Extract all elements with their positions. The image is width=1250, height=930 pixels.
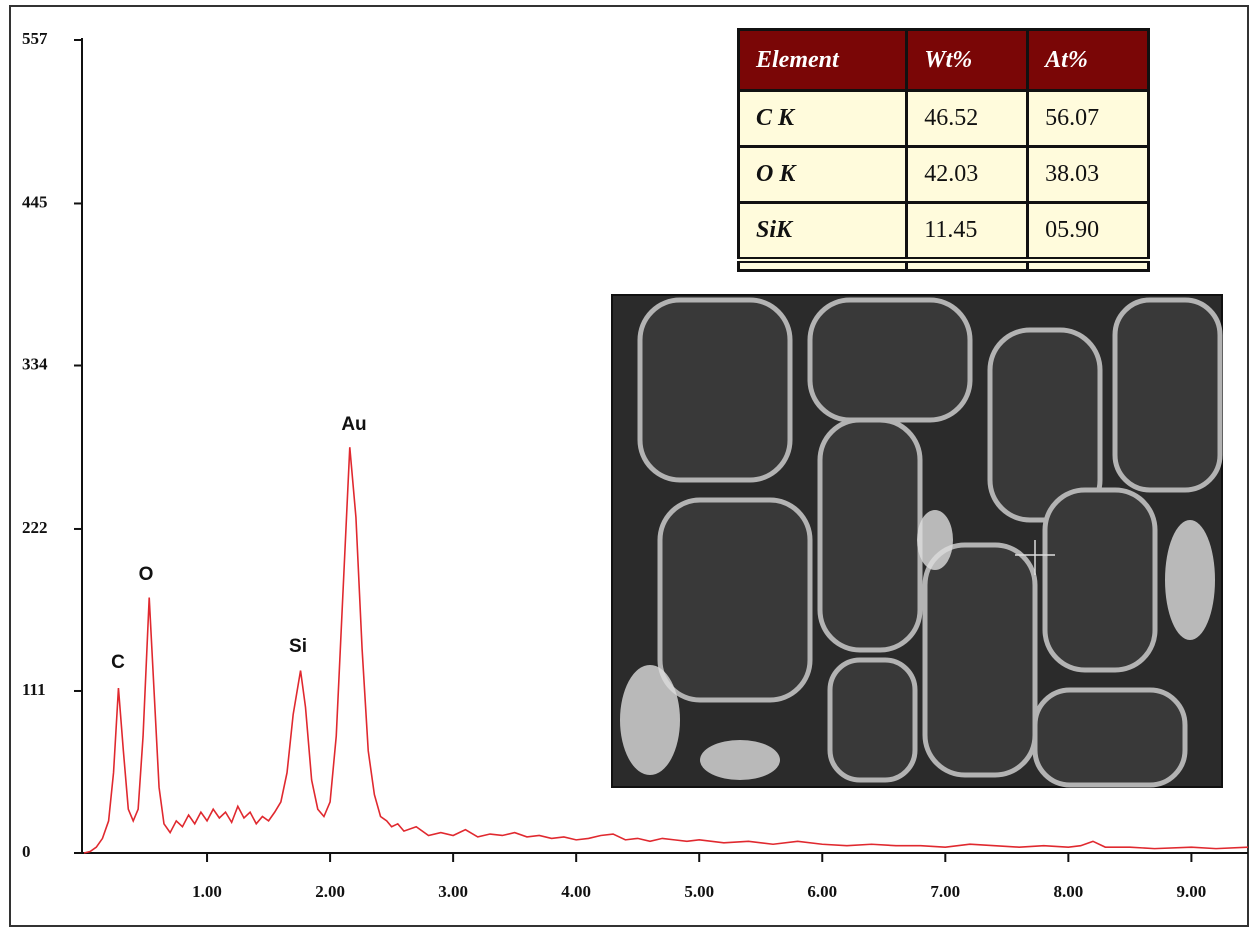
- x-tick-label: 7.00: [930, 882, 960, 901]
- wt-cell: 46.52: [905, 89, 1030, 148]
- y-tick-label: 0: [22, 842, 31, 861]
- frame: [9, 5, 1249, 927]
- x-tick-label: 1.00: [192, 882, 222, 901]
- element-cell: C K: [736, 89, 909, 148]
- peak-label: C: [111, 652, 125, 673]
- table-header: Element Wt% At%: [736, 28, 1150, 92]
- table-row: SiK 11.45 05.90: [736, 201, 1150, 262]
- header-cell: Element: [736, 28, 909, 92]
- peak-label: Si: [289, 636, 307, 657]
- x-tick-label: 8.00: [1053, 882, 1083, 901]
- table-row: C K 46.52 56.07: [736, 89, 1150, 148]
- y-tick-label: 557: [22, 29, 48, 48]
- x-tick-label: 9.00: [1177, 882, 1207, 901]
- at-cell: 56.07: [1026, 89, 1150, 148]
- x-tick-label: 3.00: [438, 882, 468, 901]
- spectrum-line: [83, 447, 1249, 854]
- element-cell: O K: [736, 145, 909, 204]
- x-tick-label: 2.00: [315, 882, 345, 901]
- y-tick-label: 111: [22, 680, 46, 699]
- header-cell: Wt%: [905, 28, 1030, 92]
- wt-cell: 11.45: [905, 201, 1030, 262]
- sem-image: [611, 294, 1223, 788]
- table-row: O K 42.03 38.03: [736, 145, 1150, 204]
- header-cell: At%: [1026, 28, 1150, 92]
- y-tick-label: 445: [22, 192, 48, 211]
- x-tick-label: 5.00: [684, 882, 714, 901]
- y-tick-label: 334: [22, 354, 48, 373]
- x-tick-label: 6.00: [807, 882, 837, 901]
- element-cell: SiK: [736, 201, 909, 262]
- at-cell: 05.90: [1026, 201, 1150, 262]
- table-footer: [736, 257, 1150, 272]
- peak-label: O: [139, 564, 154, 585]
- composition-table: Element Wt% At% C K 46.52 56.07 O K 42.0…: [736, 28, 1150, 272]
- x-tick-label: 4.00: [561, 882, 591, 901]
- at-cell: 38.03: [1026, 145, 1150, 204]
- wt-cell: 42.03: [905, 145, 1030, 204]
- y-tick-label: 222: [22, 518, 48, 537]
- peak-label: Au: [341, 414, 366, 435]
